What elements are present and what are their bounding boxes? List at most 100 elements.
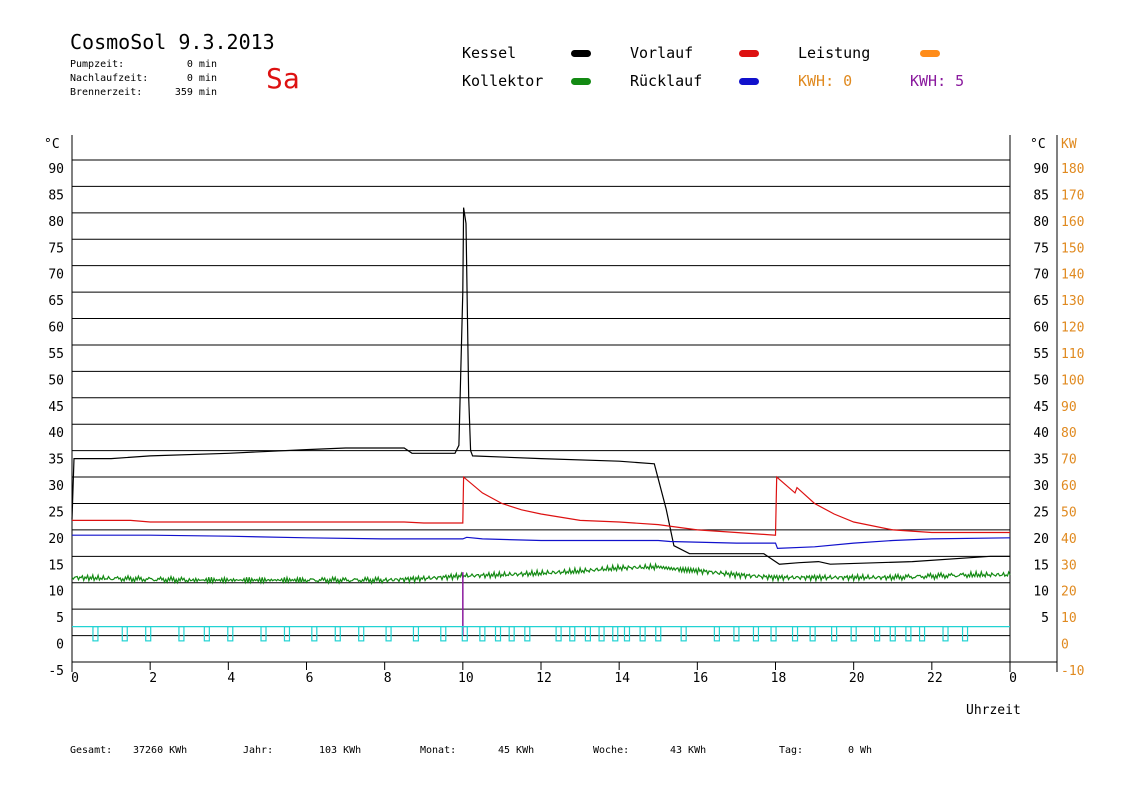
legend-ruecklauf-swatch (739, 78, 759, 85)
y-left-tick: 60 (48, 321, 64, 336)
y-left-tick: 50 (48, 373, 64, 388)
x-tick-label: 2 (149, 671, 157, 686)
y-kw-tick: 80 (1061, 426, 1077, 441)
y-left-tick: 10 (48, 585, 64, 600)
pump-marker (680, 625, 687, 642)
y-left-unit: °C (44, 137, 60, 152)
pump-marker (889, 625, 896, 642)
pump-marker (461, 625, 468, 642)
legend-kollektor-swatch (571, 78, 591, 85)
y-kw-unit: KW (1061, 137, 1077, 152)
pump-marker (874, 625, 881, 642)
x-tick-label: 14 (614, 671, 630, 686)
y-kw-tick: 20 (1061, 585, 1077, 600)
footer-woche-value: 43 KWh (670, 745, 707, 756)
y-kw-tick: 0 (1061, 638, 1069, 653)
pump-marker (524, 625, 531, 642)
nachlaufzeit-label: Nachlaufzeit: (70, 73, 149, 84)
y-kw-tick: 120 (1061, 321, 1084, 336)
pump-marker (850, 625, 857, 642)
x-tick-label: 6 (306, 671, 314, 686)
pump-marker (555, 625, 562, 642)
footer-woche-label: Woche: (593, 745, 630, 756)
pumpzeit-value: 0 min (186, 59, 217, 70)
pump-marker (752, 625, 760, 642)
y-right-tick: 45 (1033, 400, 1049, 415)
pump-marker (569, 625, 576, 642)
y-right-tick: 30 (1033, 479, 1049, 494)
pump-marker (942, 625, 949, 642)
pump-marker (639, 625, 646, 642)
pump-marker (905, 625, 912, 642)
pump-marker (358, 625, 365, 642)
x-tick-label: 18 (771, 671, 787, 686)
footer-gesamt-value: 37260 KWh (133, 745, 188, 756)
x-tick-label: 0 (1009, 671, 1017, 686)
pump-marker (713, 625, 720, 642)
y-right-tick: 40 (1033, 426, 1049, 441)
y-kw-tick: 150 (1061, 241, 1084, 256)
y-right-tick: 20 (1033, 532, 1049, 547)
y-right-tick: 80 (1033, 215, 1049, 230)
pump-marker (612, 625, 619, 642)
y-left-tick: 65 (48, 294, 64, 309)
pump-marker (283, 625, 291, 642)
pump-marker (733, 625, 740, 642)
legend-vorlauf-label: Vorlauf (630, 44, 694, 62)
x-tick-label: 20 (849, 671, 865, 686)
chart-ticks: °C °C KW9085807570656055504540353025201510… (44, 137, 1084, 686)
y-left-tick: 30 (48, 479, 64, 494)
x-axis-label: Uhrzeit (966, 703, 1021, 718)
legend-kwh-purple: KWH: 5 (910, 72, 965, 90)
legend-kessel-label: Kessel (462, 44, 517, 62)
y-right-tick: 15 (1033, 558, 1049, 573)
pump-marker (508, 625, 515, 642)
y-kw-tick: 90 (1061, 400, 1077, 415)
y-right-tick: 5 (1041, 611, 1049, 626)
footer-monat-value: 45 KWh (498, 745, 535, 756)
x-tick-label: 8 (384, 671, 392, 686)
pump-marker (334, 625, 341, 642)
pump-marker (584, 625, 592, 642)
x-tick-label: 22 (927, 671, 943, 686)
y-right-tick: 10 (1033, 585, 1049, 600)
y-left-tick: 5 (56, 611, 64, 626)
y-kw-tick: 180 (1061, 162, 1084, 177)
x-tick-label: 10 (458, 671, 474, 686)
y-kw-tick: 30 (1061, 558, 1077, 573)
pump-marker (791, 625, 799, 642)
footer-gesamt-label: Gesamt: (70, 745, 113, 756)
weekday-label: Sa (266, 62, 300, 95)
x-tick-label: 16 (693, 671, 709, 686)
pump-marker (598, 625, 605, 642)
x-tick-label: 4 (227, 671, 235, 686)
y-left-tick: 75 (48, 241, 64, 256)
y-right-tick: 35 (1033, 453, 1049, 468)
y-right-tick: 25 (1033, 505, 1049, 520)
y-kw-tick: 170 (1061, 188, 1084, 203)
y-right-tick: 65 (1033, 294, 1049, 309)
pump-marker (494, 625, 502, 642)
y-right-tick: 90 (1033, 162, 1049, 177)
legend-vorlauf-swatch (739, 50, 759, 57)
y-right-tick: 55 (1033, 347, 1049, 362)
y-right-tick: 50 (1033, 373, 1049, 388)
pump-marker (145, 625, 152, 642)
y-left-tick: 85 (48, 188, 64, 203)
legend-ruecklauf-label: Rücklauf (630, 72, 703, 90)
pump-marker (655, 625, 662, 642)
footer-tag-label: Tag: (779, 745, 804, 756)
pump-marker (260, 625, 267, 642)
legend-leistung-label: Leistung (798, 44, 871, 62)
footer-monat-label: Monat: (420, 745, 457, 756)
legend-kwh-orange: KWH: 0 (798, 72, 853, 90)
pump-marker (440, 625, 447, 642)
y-kw-tick: 40 (1061, 532, 1077, 547)
y-left-tick: 80 (48, 215, 64, 230)
y-kw-tick: 100 (1061, 373, 1084, 388)
pump-marker (121, 625, 128, 642)
y-left-tick: 35 (48, 453, 64, 468)
footer-jahr-label: Jahr: (243, 745, 274, 756)
y-left-tick: 40 (48, 426, 64, 441)
